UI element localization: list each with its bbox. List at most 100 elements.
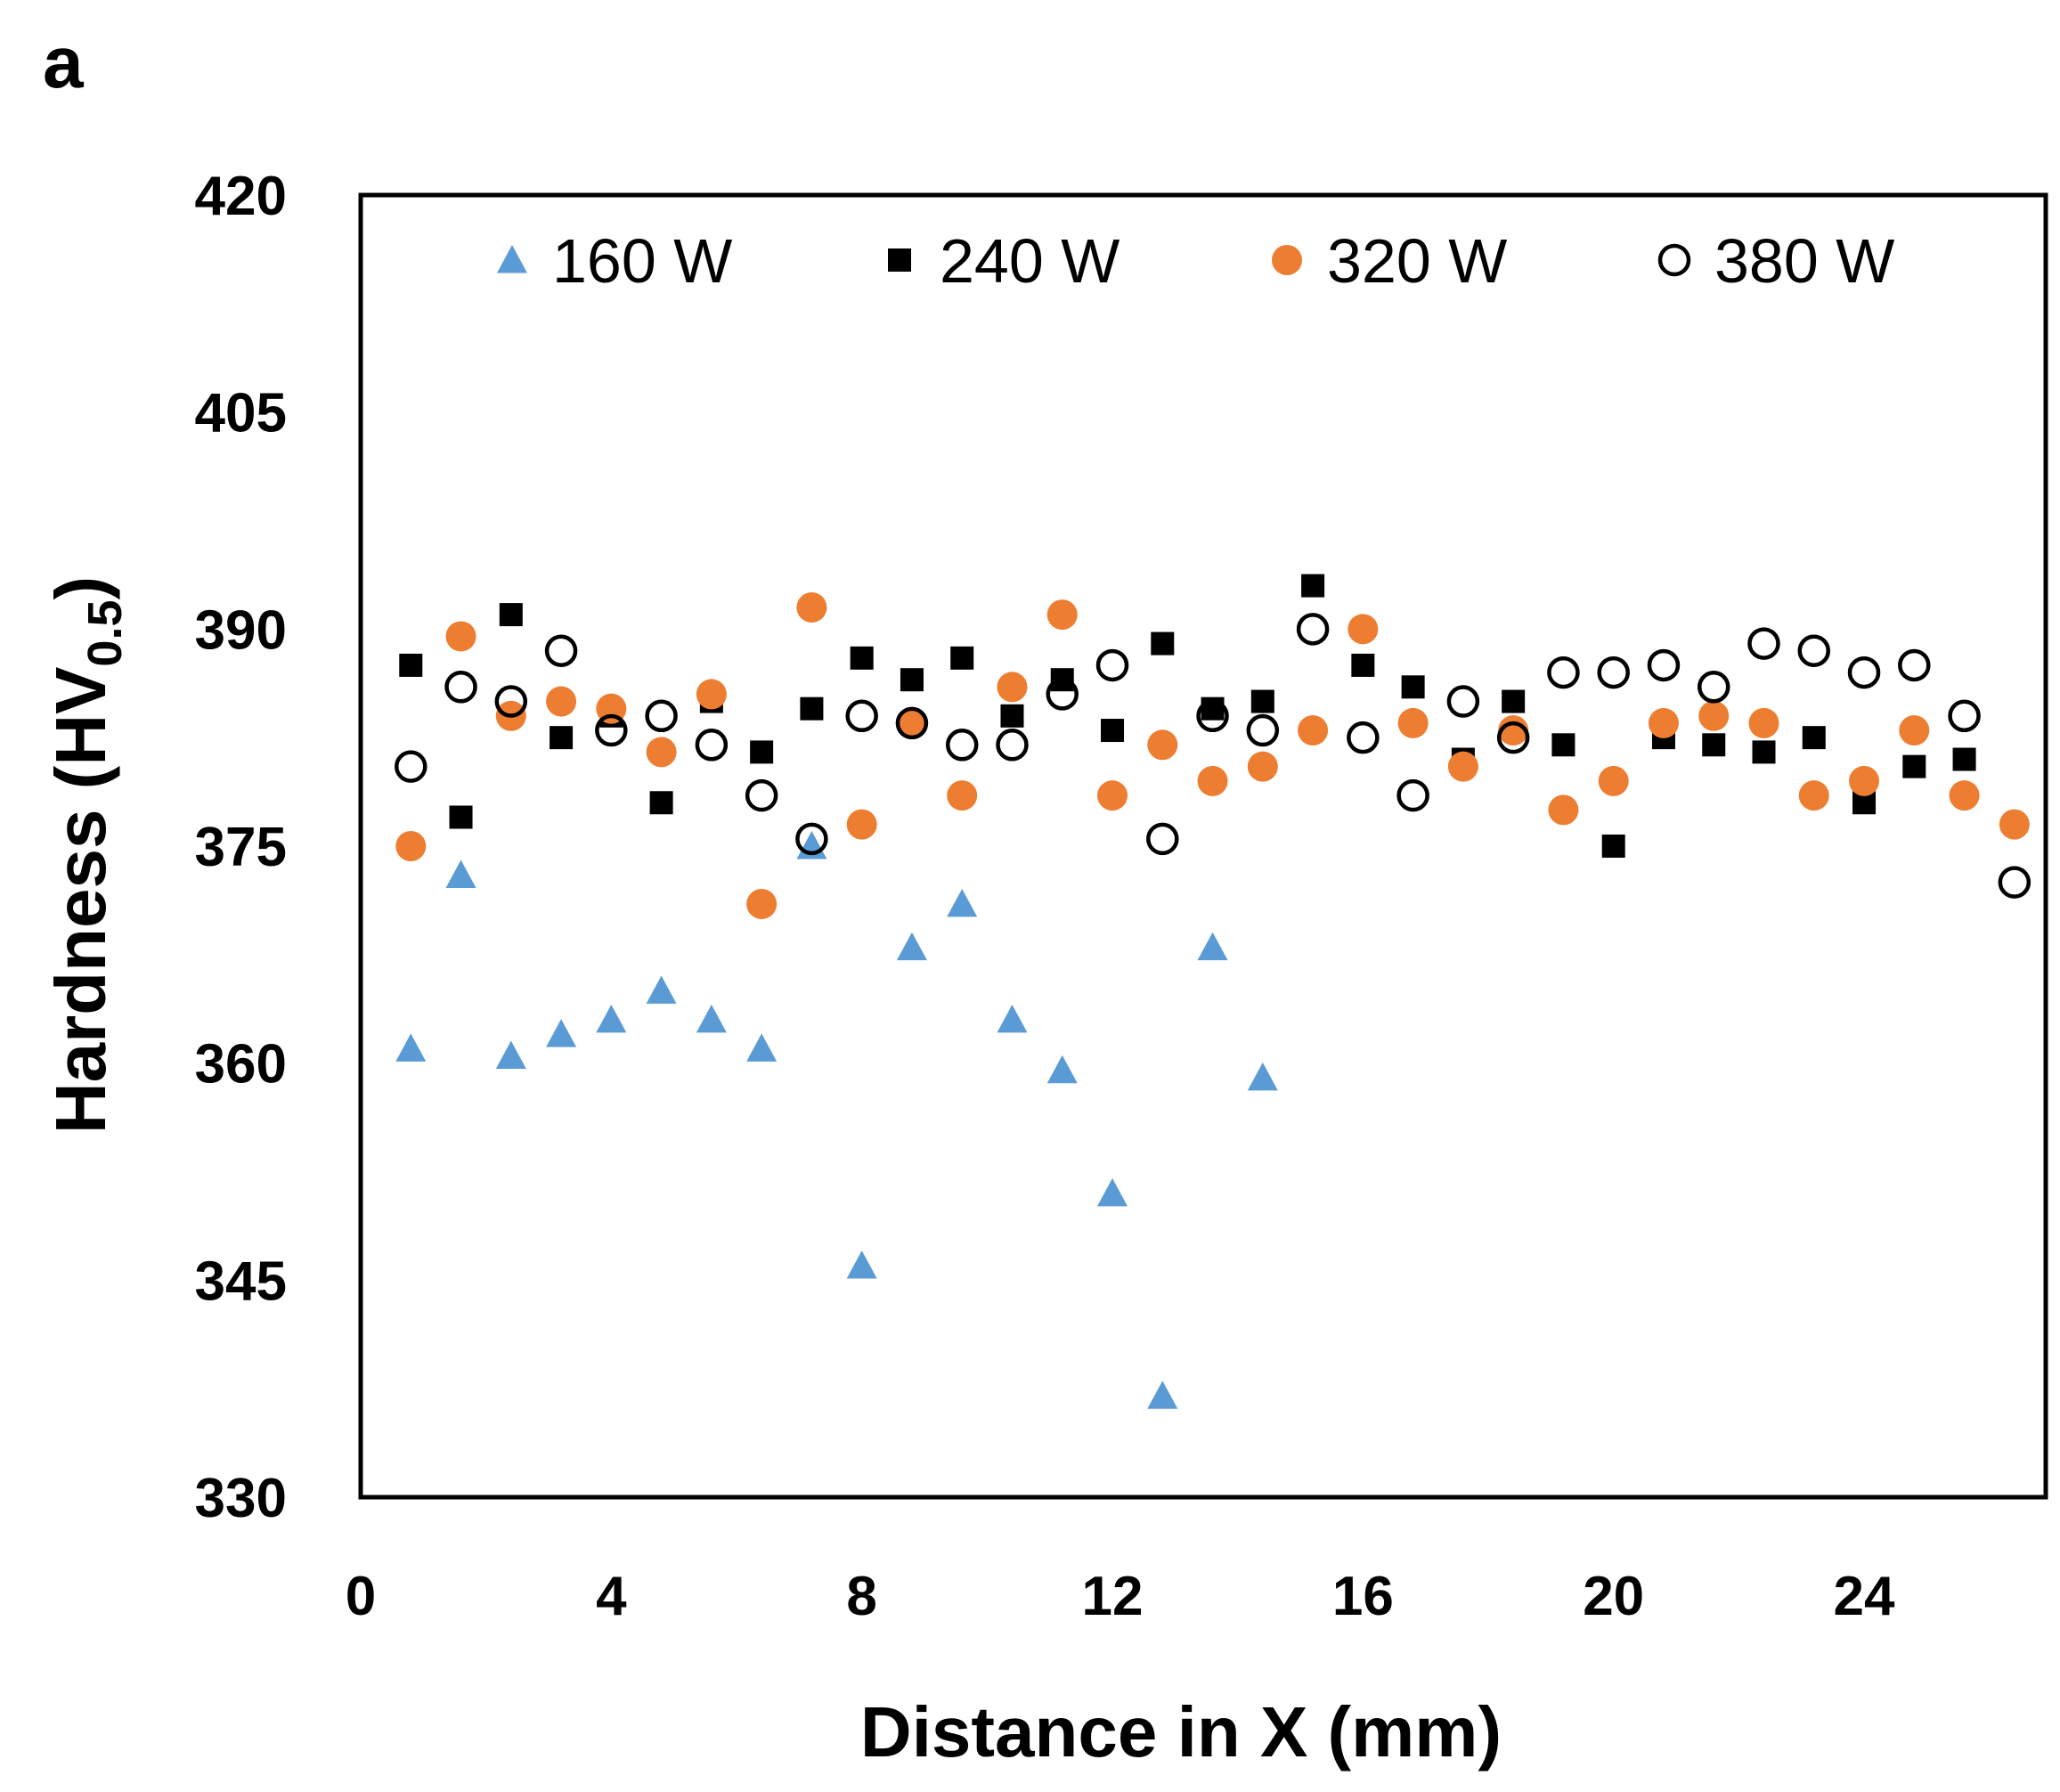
legend-label: 320 W — [1327, 226, 1507, 296]
data-point — [1396, 778, 1429, 812]
data-point — [1898, 648, 1931, 682]
data-point — [846, 809, 877, 840]
data-point — [399, 653, 423, 677]
data-point — [1097, 1177, 1128, 1207]
data-point — [1397, 707, 1429, 738]
data-point — [1095, 648, 1129, 682]
y-axis-title-main: Hardness (HV — [41, 667, 120, 1135]
data-point — [1502, 689, 1526, 713]
data-point — [1748, 707, 1779, 738]
series-240-w — [399, 574, 1976, 858]
data-point — [645, 699, 678, 733]
data-point — [696, 679, 727, 710]
data-point — [395, 1033, 427, 1062]
data-point — [1097, 780, 1128, 811]
y-tick-label: 375 — [195, 817, 287, 878]
data-point — [696, 1004, 727, 1033]
data-point — [1798, 780, 1829, 811]
data-point — [395, 750, 427, 783]
data-points — [395, 574, 2032, 1409]
data-point — [1151, 631, 1175, 656]
legend-label: 240 W — [940, 226, 1120, 296]
legend-marker — [1657, 243, 1691, 277]
data-point — [1597, 656, 1630, 689]
y-tick-label: 420 — [195, 166, 287, 227]
legend: 160 W 240 W 320 W 380 W — [497, 226, 1894, 296]
data-point — [1250, 689, 1274, 713]
data-point — [1046, 678, 1079, 711]
data-point — [745, 778, 778, 812]
legend-marker — [888, 248, 911, 272]
data-point — [1697, 671, 1730, 704]
plot-area-frame — [358, 192, 2048, 1500]
data-point — [495, 1040, 526, 1069]
data-point — [1000, 704, 1024, 728]
x-tick-label: 16 — [1332, 1566, 1394, 1627]
data-point — [845, 699, 878, 733]
data-point — [445, 859, 476, 888]
data-point — [550, 726, 574, 750]
data-point — [945, 729, 979, 762]
data-point — [1246, 713, 1280, 747]
legend-item-240-w: 240 W — [888, 226, 1120, 296]
x-tick-label: 20 — [1583, 1566, 1644, 1627]
data-point — [1347, 721, 1380, 754]
data-point — [1101, 719, 1125, 743]
data-point — [1601, 835, 1625, 858]
data-point — [1849, 765, 1880, 796]
data-point — [846, 1250, 877, 1279]
data-point — [395, 831, 427, 861]
data-point — [1446, 685, 1480, 718]
data-point — [1702, 733, 1726, 757]
legend-item-160-w: 160 W — [497, 226, 732, 296]
data-point — [1146, 822, 1179, 856]
data-point — [595, 713, 628, 747]
data-point — [1902, 754, 1926, 778]
series-380-w — [395, 613, 2032, 899]
data-point — [449, 805, 473, 829]
data-point — [1247, 751, 1278, 782]
x-tick-label: 24 — [1834, 1566, 1895, 1627]
y-tick-label: 405 — [195, 383, 287, 444]
data-point — [596, 1004, 627, 1033]
data-point — [649, 791, 673, 815]
data-point — [1496, 721, 1530, 754]
x-axis-ticks: 0 4 8 12 16 20 24 — [346, 1566, 1895, 1627]
data-point — [900, 668, 924, 692]
x-axis-title: Distance in X (mm) — [860, 1692, 1502, 1772]
data-point — [1752, 740, 1776, 764]
data-point — [950, 646, 974, 670]
data-point — [1949, 780, 1980, 811]
data-point — [1698, 700, 1730, 731]
data-point — [1948, 699, 1981, 733]
data-point — [1147, 1381, 1178, 1409]
data-point — [1046, 1055, 1078, 1084]
data-point — [1847, 656, 1881, 689]
data-point — [499, 603, 523, 627]
y-axis-title: Hardness (HV0.5) — [41, 576, 132, 1134]
data-point — [546, 1019, 577, 1047]
data-point — [1797, 634, 1831, 667]
y-tick-label: 330 — [195, 1468, 287, 1529]
y-axis-title-text: Hardness (HV0.5) — [41, 576, 132, 1134]
data-point — [1999, 809, 2030, 840]
data-point — [1498, 715, 1529, 746]
data-point — [1899, 715, 1930, 746]
data-point — [1298, 715, 1329, 746]
data-point — [895, 706, 929, 740]
x-tick-label: 0 — [346, 1566, 376, 1627]
y-tick-label: 360 — [195, 1034, 287, 1096]
legend-marker — [497, 245, 527, 273]
data-point — [1197, 765, 1228, 796]
data-point — [1747, 627, 1780, 660]
data-point — [646, 975, 677, 1004]
y-axis-title-close: ) — [41, 576, 120, 600]
data-point — [795, 822, 828, 856]
data-point — [1952, 747, 1976, 771]
data-point — [947, 888, 978, 917]
data-point — [1998, 866, 2032, 899]
data-point — [947, 780, 978, 811]
data-point — [997, 1004, 1028, 1033]
data-point — [1247, 1062, 1278, 1091]
